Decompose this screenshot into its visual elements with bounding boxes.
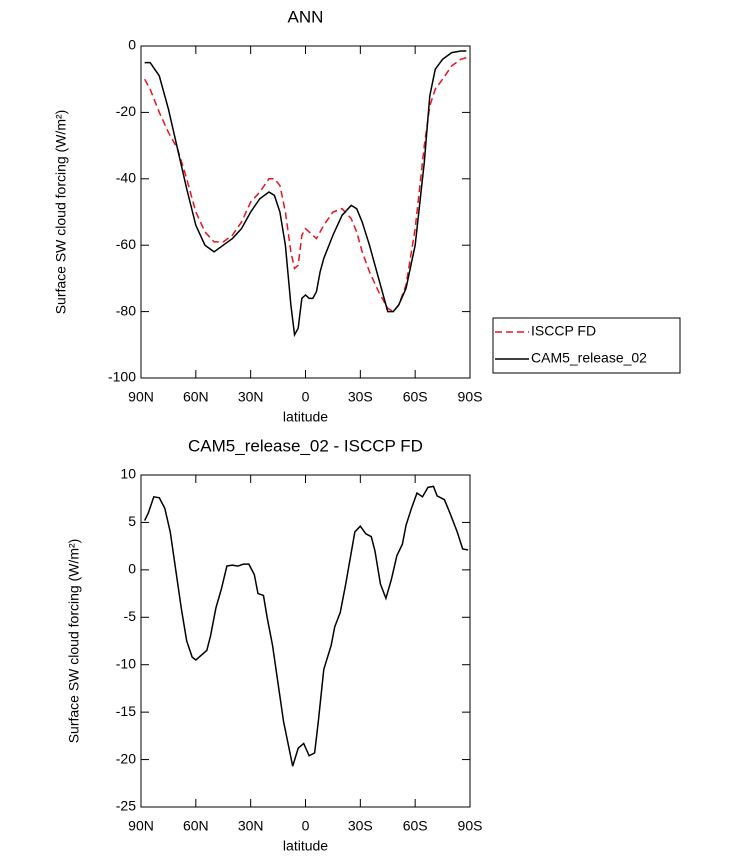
plot-frame (140, 474, 471, 808)
y-tick-label: -60 (116, 236, 136, 252)
x-tick-label: 0 (302, 818, 310, 834)
legend-label: ISCCP FD (531, 323, 596, 339)
y-axis-label: Surface SW cloud forcing (W/m²) (53, 110, 69, 315)
x-tick-label: 90N (128, 389, 154, 405)
y-tick-label: -5 (124, 608, 137, 624)
x-tick-label: 30S (348, 818, 373, 834)
y-tick-label: 0 (128, 561, 136, 577)
data-line (143, 56, 467, 313)
legend-label: CAM5_release_02 (531, 350, 647, 366)
y-tick-label: 0 (128, 37, 136, 53)
y-tick-label: -25 (116, 798, 136, 814)
x-tick-label: 30N (238, 389, 264, 405)
x-axis-label: latitude (283, 838, 328, 854)
chart-title: ANN (288, 7, 324, 26)
plot-frame (140, 45, 471, 379)
x-tick-label: 30S (348, 389, 373, 405)
y-tick-label: -80 (116, 302, 136, 318)
x-tick-label: 30N (238, 818, 264, 834)
y-axis-label: Surface SW cloud forcing (W/m²) (66, 539, 82, 744)
x-tick-label: 90S (458, 818, 483, 834)
x-tick-label: 0 (302, 389, 310, 405)
x-tick-label: 60N (183, 389, 209, 405)
y-tick-label: -10 (116, 655, 136, 671)
legend-box (492, 317, 681, 374)
data-line (144, 50, 467, 338)
data-line (143, 485, 469, 767)
x-tick-label: 60S (403, 389, 428, 405)
x-tick-label: 60S (403, 818, 428, 834)
x-tick-label: 90S (458, 389, 483, 405)
y-tick-label: -20 (116, 750, 136, 766)
y-tick-label: -15 (116, 703, 136, 719)
x-tick-label: 60N (183, 818, 209, 834)
y-tick-label: -100 (108, 369, 136, 385)
y-tick-label: 10 (120, 466, 136, 482)
x-axis-label: latitude (283, 409, 328, 425)
y-tick-label: -40 (116, 170, 136, 186)
x-tick-label: 90N (128, 818, 154, 834)
chart-title: CAM5_release_02 - ISCCP FD (188, 436, 423, 455)
y-tick-label: 5 (128, 513, 136, 529)
y-tick-label: -20 (116, 103, 136, 119)
